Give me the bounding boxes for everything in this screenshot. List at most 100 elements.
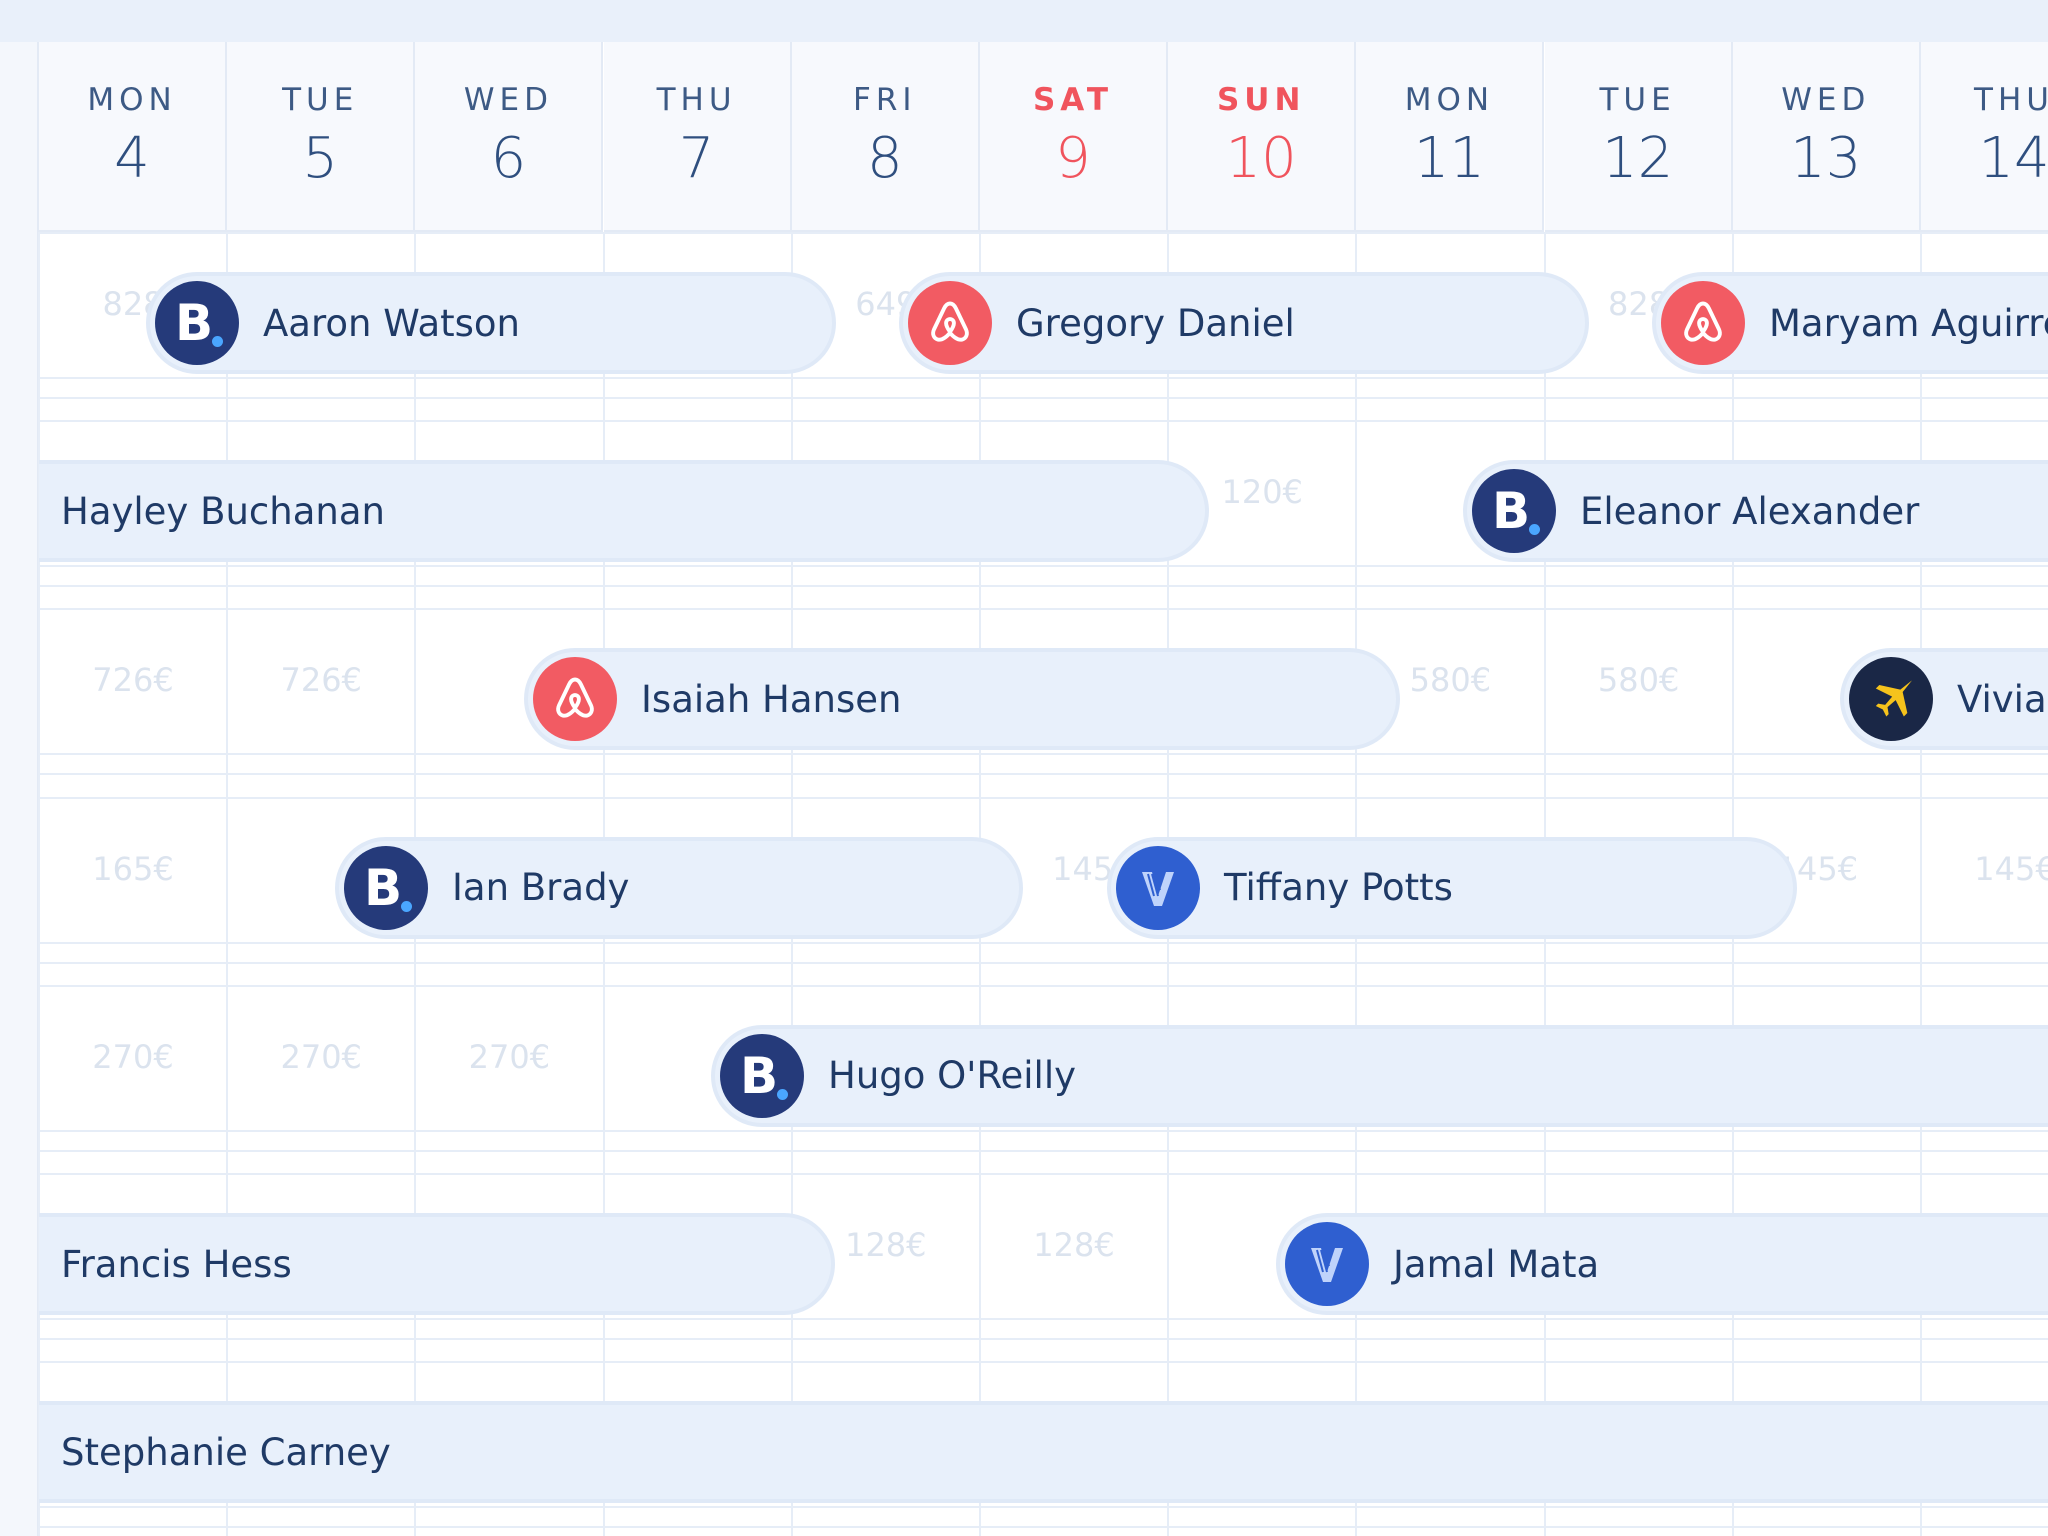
nightly-price[interactable]: 270€ [468, 1037, 551, 1076]
day-header[interactable]: SUN 10 [1168, 42, 1357, 232]
grid-row-line [39, 397, 2048, 399]
day-header[interactable]: MON 4 [39, 42, 227, 232]
day-name: MON [87, 82, 177, 118]
day-name: THU [656, 82, 737, 118]
grid-row-line [39, 420, 2048, 423]
grid-row-line [39, 773, 2048, 776]
day-number: 11 [1413, 126, 1486, 191]
grid-row-line [39, 1318, 2048, 1320]
guest-name: Eleanor Alexander [1580, 489, 1920, 533]
grid-row-line [39, 1526, 2048, 1529]
top-bar [0, 0, 2048, 42]
nightly-price[interactable]: 270€ [92, 1037, 174, 1076]
guest-name: Ian Brady [452, 866, 630, 910]
left-gutter [0, 42, 39, 1536]
grid-row-line [39, 1149, 2048, 1152]
guest-name: Stephanie Carney [61, 1430, 391, 1474]
nightly-price[interactable]: 270€ [280, 1037, 362, 1076]
day-header[interactable]: WED 13 [1732, 42, 1921, 232]
airbnb-icon [908, 281, 992, 365]
grid-row-line [39, 1506, 2048, 1509]
reservation-bar[interactable]: Hayley Buchanan [39, 460, 1209, 563]
day-name: TUE [282, 82, 359, 118]
day-header[interactable]: FRI 8 [791, 42, 980, 232]
grid-row-line [39, 1338, 2048, 1340]
day-name: WED [1781, 82, 1871, 118]
day-number: 7 [678, 126, 715, 191]
day-number: 6 [490, 126, 527, 191]
grid-row-line [39, 1361, 2048, 1364]
nightly-price[interactable]: 580€ [1597, 661, 1680, 700]
nightly-price[interactable]: 128€ [1033, 1226, 1115, 1264]
grid-column-line [1920, 232, 1922, 1536]
reservation-bar[interactable]: Viviar [1840, 648, 2048, 751]
grid-row-line [39, 941, 2048, 944]
day-number: 5 [302, 126, 338, 191]
guest-name: Isaiah Hansen [641, 677, 902, 721]
grid-row-line [39, 608, 2048, 611]
day-number: 8 [866, 126, 903, 191]
reservation-bar[interactable]: B Eleanor Alexander [1463, 460, 2048, 563]
day-name: FRI [853, 82, 917, 118]
day-name: SUN [1216, 82, 1306, 118]
nightly-price[interactable]: 726€ [280, 661, 362, 700]
reservation-bar[interactable]: Tiffany Potts [1107, 836, 1797, 939]
reservation-bar[interactable]: B Aaron Watson [146, 272, 836, 374]
day-header[interactable]: SAT 9 [980, 42, 1168, 232]
day-name: MON [1404, 82, 1495, 118]
day-header[interactable]: MON 11 [1356, 42, 1545, 232]
grid-row-line [39, 585, 2048, 588]
expedia-icon [1849, 657, 1933, 742]
reservation-bar[interactable]: Isaiah Hansen [524, 648, 1400, 751]
day-header[interactable]: TUE 5 [227, 42, 416, 232]
day-number: 10 [1225, 126, 1297, 191]
booking-com-icon: B [720, 1033, 804, 1118]
day-header[interactable]: TUE 12 [1544, 42, 1733, 232]
nightly-price[interactable]: 120€ [1221, 473, 1303, 512]
nightly-price[interactable]: 165€ [92, 849, 174, 888]
grid-row-line [39, 796, 2048, 799]
booking-com-icon: B [155, 281, 239, 365]
nightly-price[interactable]: 580€ [1409, 661, 1492, 700]
reservation-bar[interactable]: Francis Hess [39, 1213, 835, 1315]
day-header[interactable]: THU 14 [1921, 42, 2048, 232]
day-name: THU [1974, 82, 2048, 118]
guest-name: Maryam Aguirre [1769, 301, 2048, 345]
grid-row-line [39, 1129, 2048, 1132]
day-name: SAT [1032, 82, 1114, 118]
guest-name: Francis Hess [61, 1242, 292, 1286]
grid-row-line [39, 1173, 2048, 1175]
guest-name: Gregory Daniel [1016, 301, 1295, 345]
booking-com-icon: B [344, 845, 428, 930]
grid-row-line [39, 961, 2048, 964]
reservation-bar[interactable]: Stephanie Carney [39, 1401, 2048, 1504]
guest-name: Aaron Watson [263, 301, 520, 345]
day-number: 9 [1055, 126, 1091, 191]
grid-row-line [39, 377, 2048, 379]
guest-name: Tiffany Potts [1224, 866, 1453, 910]
airbnb-icon [533, 657, 617, 742]
day-name: WED [463, 82, 553, 118]
airbnb-icon [1661, 281, 1745, 365]
vrbo-icon [1116, 845, 1200, 930]
day-number: 14 [1978, 126, 2048, 191]
reservation-bar[interactable]: Jamal Mata [1276, 1213, 2048, 1315]
day-header[interactable]: WED 6 [415, 42, 604, 232]
day-header-row: MON 4 TUE 5 WED 6 THU 7 FRI 8 SAT 9 SUN 10 MON 11 TUE 12 W… [39, 42, 2048, 232]
grid-column-line [226, 232, 229, 1536]
nightly-price[interactable]: 726€ [92, 661, 174, 700]
day-number: 4 [114, 126, 150, 191]
reservation-bar[interactable]: B Hugo O'Reilly [711, 1024, 2048, 1127]
booking-com-icon: B [1472, 469, 1556, 554]
reservation-bar[interactable]: Maryam Aguirre [1652, 272, 2048, 374]
grid-row-line [39, 232, 2048, 234]
vrbo-icon [1285, 1222, 1369, 1306]
nightly-price[interactable]: 128€ [845, 1226, 927, 1264]
nightly-price[interactable]: 145€ [1974, 849, 2048, 888]
grid-row-line [39, 984, 2048, 987]
grid-row-line [39, 753, 2048, 756]
day-header[interactable]: THU 7 [603, 42, 792, 232]
reservation-bar[interactable]: Gregory Daniel [899, 272, 1589, 374]
reservation-bar[interactable]: B Ian Brady [335, 836, 1023, 939]
